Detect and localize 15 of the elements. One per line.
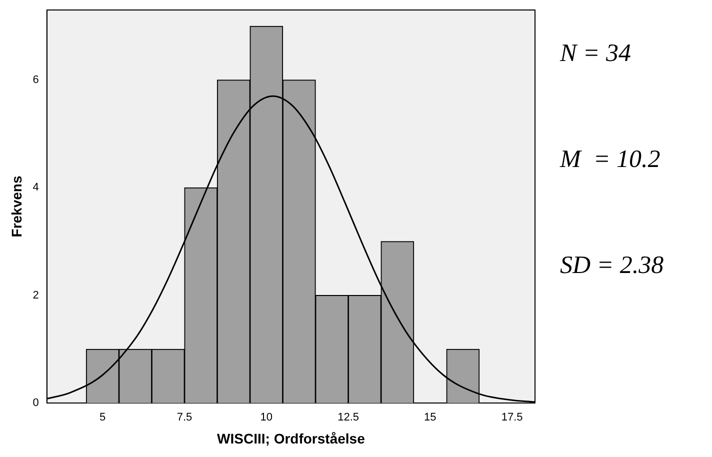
y-tick-label: 2 <box>32 289 39 302</box>
y-tick-label: 6 <box>32 74 39 86</box>
x-axis-title: WISCIII; Ordforståelse <box>217 430 366 446</box>
text: M = 10.2 <box>560 146 662 175</box>
y-axis-title: Frekvens <box>8 176 24 238</box>
y-tick-label: 0 <box>32 397 39 410</box>
x-tick-label: 10 <box>260 412 273 424</box>
y-tick-label: 4 <box>32 182 39 194</box>
x-tick-label: 7.5 <box>176 412 192 424</box>
x-tick-label: 15 <box>424 412 436 424</box>
x-tick-label: 5 <box>100 412 106 424</box>
text: SD = 2.38 <box>560 252 664 281</box>
x-tick-label: 12.5 <box>338 412 359 424</box>
x-tick-label: 17.5 <box>501 412 523 424</box>
text: N = 34 <box>560 40 632 69</box>
